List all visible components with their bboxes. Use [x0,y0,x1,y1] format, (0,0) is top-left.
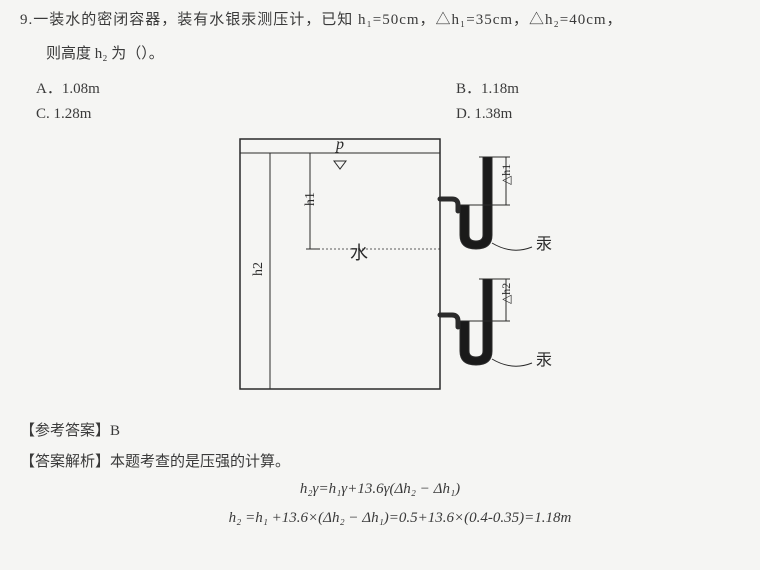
explain-text: 本题考查的是压强的计算。 [110,454,290,470]
svg-text:h2: h2 [251,262,266,276]
question-text-1: 一装水的密闭容器，装有水银汞测压计，已知 h₁=50cm，△h₁=35cm，△h… [33,12,622,28]
formula-2: h₂ =h₁ +13.6×(Δh₂ − Δh₁)=0.5+13.6×(0.4-0… [60,510,740,527]
svg-text:汞: 汞 [536,352,552,369]
diagram-container: p h1 h2 水 △h1 汞 △h2 汞 [20,129,740,409]
formula-1: h₂γ=h₁γ+13.6γ(Δh₂ − Δh₁) [20,481,740,498]
question-number: 9. [20,12,33,28]
options-block: A．1.08m C. 1.28m B．1.18m D. 1.38m [36,77,740,131]
option-c: C. 1.28m [36,106,456,123]
explanation: 【答案解析】本题考查的是压强的计算。 [20,450,740,471]
question-line-1: 9.一装水的密闭容器，装有水银汞测压计，已知 h₁=50cm，△h₁=35cm，… [20,8,740,32]
svg-text:△h1: △h1 [499,164,513,185]
ref-value: B [110,423,120,439]
option-d: D. 1.38m [456,106,519,123]
reference-answer: 【参考答案】B [20,419,740,440]
option-b: B．1.18m [456,77,519,98]
svg-text:h1: h1 [303,192,318,206]
explain-label: 【答案解析】 [20,454,110,470]
question-line-2: 则高度 h₂ 为（）。 [46,42,740,63]
svg-text:△h2: △h2 [499,283,513,304]
answer-block: 【参考答案】B 【答案解析】本题考查的是压强的计算。 h₂γ=h₁γ+13.6γ… [20,419,740,527]
pressure-diagram: p h1 h2 水 △h1 汞 △h2 汞 [180,129,580,409]
ref-label: 【参考答案】 [20,423,110,439]
svg-text:水: 水 [350,243,368,263]
option-a: A．1.08m [36,77,456,98]
svg-text:汞: 汞 [536,236,552,253]
svg-text:p: p [335,136,344,153]
